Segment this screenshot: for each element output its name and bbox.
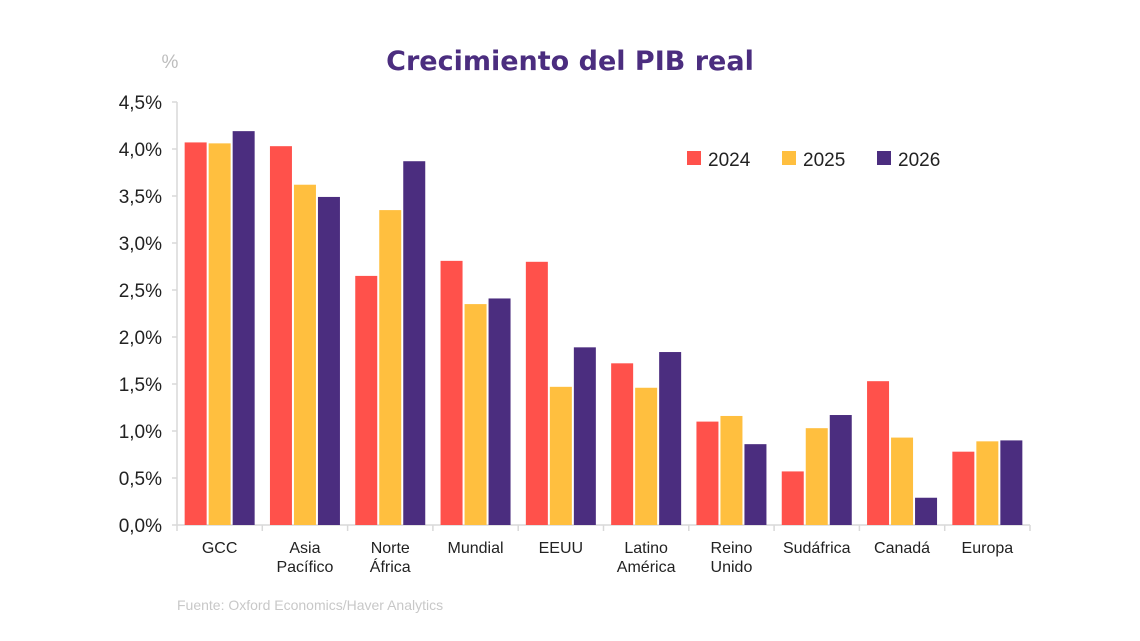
bar-2025 (208, 143, 231, 526)
x-tick-label-line: GCC (202, 540, 238, 557)
x-axis: GCC Asia Pacífico Norte África Mundial EEUU Lat… (176, 524, 1031, 576)
bar-2024 (611, 363, 634, 525)
bar-2024 (440, 260, 463, 525)
legend-swatch-2025 (782, 151, 796, 165)
bar-2025 (891, 437, 914, 525)
x-tick-label: GCC (202, 540, 238, 557)
x-tick-label-line: Reino (711, 540, 753, 557)
x-tick-label-line: Sudáfrica (783, 540, 851, 557)
bar-2025 (720, 415, 743, 525)
x-tick-label-line: Mundial (448, 540, 504, 557)
bar-2024 (184, 142, 207, 526)
x-tick-label: Europa (962, 540, 1014, 557)
x-tick-label: Norte África (370, 540, 411, 576)
x-tick-label-line: América (617, 559, 676, 576)
bar-2024 (525, 261, 548, 525)
x-tick-label: Canadá (874, 540, 930, 557)
y-tick-label: 1,0% (119, 422, 162, 443)
x-tick-label-line: Pacífico (276, 559, 333, 576)
x-tick-label: EEUU (539, 540, 583, 557)
legend-swatch-2024 (687, 151, 701, 165)
x-tick-label-line: África (370, 557, 411, 576)
y-tick-label: 2,5% (119, 281, 162, 302)
x-tick-label: Mundial (448, 540, 504, 557)
bar-2025 (805, 428, 828, 525)
bar-2026 (829, 415, 852, 525)
bar-2025 (549, 386, 572, 525)
bar-2026 (573, 347, 596, 525)
bar-2025 (293, 184, 316, 525)
x-tick-label-line: EEUU (539, 540, 583, 557)
bar-2024 (696, 421, 719, 525)
chart-title: Crecimiento del PIB real (386, 46, 754, 77)
bar-2025 (379, 210, 402, 525)
y-tick-label: 0,0% (119, 516, 162, 537)
y-tick-label: 0,5% (119, 469, 162, 490)
bar-2026 (915, 497, 938, 525)
x-tick-label-line: Europa (962, 540, 1014, 557)
bar-2026 (744, 444, 767, 525)
x-tick-label-line: Canadá (874, 540, 930, 557)
legend: 2024 2025 2026 (687, 150, 940, 171)
y-axis-unit-label: % (162, 52, 179, 73)
bar-2026 (1000, 440, 1023, 525)
y-tick-label: 4,5% (119, 93, 162, 114)
legend-label-2026: 2026 (898, 150, 940, 171)
x-tick-label-line: Asia (289, 540, 320, 557)
y-tick-label: 1,5% (119, 375, 162, 396)
bar-2024 (952, 451, 975, 525)
bar-2026 (659, 352, 682, 525)
y-tick-label: 2,0% (119, 328, 162, 349)
legend-label-2025: 2025 (803, 150, 845, 171)
bar-2025 (635, 387, 658, 525)
source-note: Fuente: Oxford Economics/Haver Analytics (177, 597, 443, 613)
bar-2025 (464, 304, 487, 525)
y-tick-label: 4,0% (119, 140, 162, 161)
legend-swatch-2026 (877, 151, 891, 165)
y-tick-label: 3,0% (119, 234, 162, 255)
bar-2025 (976, 441, 999, 525)
bar-2026 (488, 298, 511, 525)
y-axis: 0,0% 0,5% 1,0% 1,5% 2,0% 2,5% 3,0% 3,5% 4,0% 4,5% (119, 93, 178, 537)
bar-2026 (317, 196, 340, 525)
bar-2024 (269, 146, 292, 525)
x-tick-label-line: Norte (371, 540, 410, 557)
bar-2024 (867, 381, 890, 525)
bar-2026 (232, 131, 255, 525)
x-tick-label-line: Unido (711, 559, 753, 576)
x-tick-label: Reino Unido (711, 540, 753, 576)
bar-2024 (781, 471, 804, 525)
bar-2026 (403, 161, 426, 525)
legend-label-2024: 2024 (708, 150, 751, 171)
x-tick-label-line: Latino (624, 540, 668, 557)
bar-2024 (355, 275, 378, 525)
y-tick-label: 3,5% (119, 187, 162, 208)
x-tick-label: Latino América (617, 540, 676, 576)
x-tick-label: Asia Pacífico (276, 540, 333, 576)
bars (184, 131, 1023, 526)
x-tick-label: Sudáfrica (783, 540, 851, 557)
